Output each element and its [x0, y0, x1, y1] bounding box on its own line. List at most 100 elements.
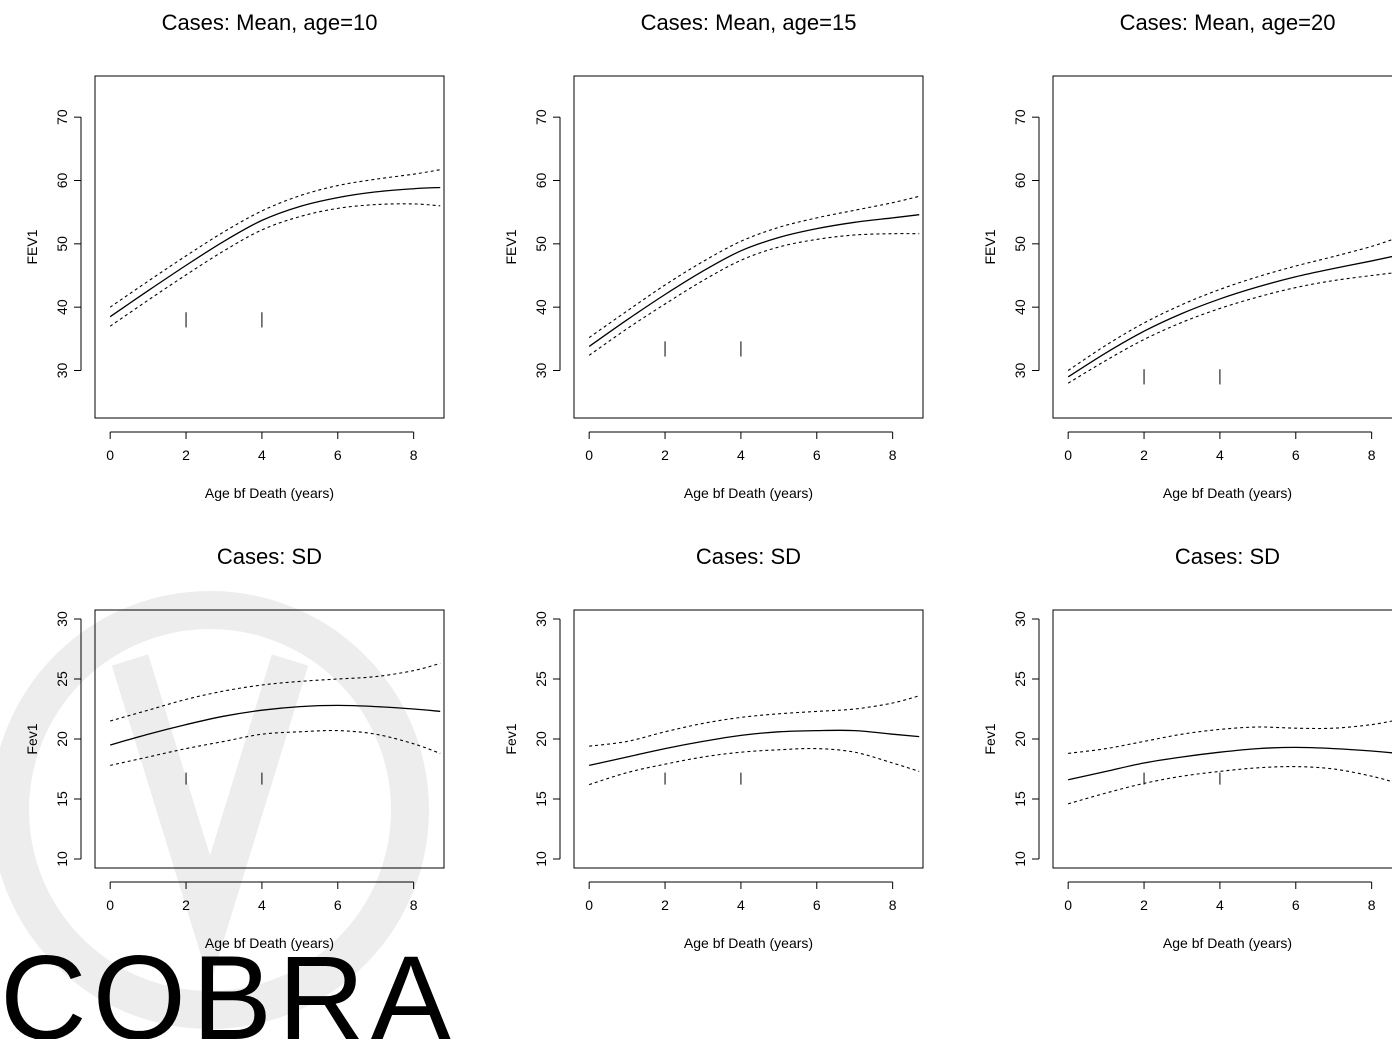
x-tick-label: 2: [182, 897, 190, 913]
lower-band-line: [109, 203, 441, 327]
y-tick-label: 70: [54, 109, 70, 125]
x-tick-label: 0: [585, 897, 593, 913]
estimate-line: [109, 704, 441, 746]
chart-title: Cases: SD: [1175, 544, 1280, 569]
y-tick-label: 60: [1012, 173, 1028, 189]
y-tick-label: 70: [533, 109, 549, 125]
x-tick-label: 2: [1140, 447, 1148, 463]
x-tick-label: 8: [410, 897, 418, 913]
y-tick-label: 25: [54, 671, 70, 687]
chart-panel-1: Cases: Mean, age=10 0 2 4 6 8 Age bf Death (ye…: [24, 10, 445, 501]
plot-frame: [1052, 75, 1392, 419]
x-tick-label: 6: [813, 447, 821, 463]
y-axis-label: Fev1: [503, 723, 519, 754]
y-tick-label: 10: [533, 851, 549, 867]
x-axis-label: Age bf Death (years): [1163, 485, 1292, 501]
x-tick-label: 0: [585, 447, 593, 463]
lower-band-line: [1068, 766, 1392, 805]
y-tick-label: 20: [533, 731, 549, 747]
y-tick-label: 30: [1012, 363, 1028, 379]
plot-frame: [573, 609, 924, 869]
y-tick-label: 40: [54, 299, 70, 315]
x-tick-label: 0: [106, 897, 114, 913]
x-tick-label: 0: [1064, 447, 1072, 463]
upper-band-line: [1067, 239, 1392, 371]
y-tick-label: 60: [533, 173, 549, 189]
chart-panel-4: Cases: SD 0 2 4 6 8 Age bf Death (years) 10 15 20…: [24, 544, 445, 951]
x-axis-label: Age bf Death (years): [1163, 935, 1292, 951]
y-axis-label: FEV1: [982, 229, 998, 264]
x-tick-label: 6: [1292, 447, 1300, 463]
x-tick-label: 8: [1368, 447, 1376, 463]
x-tick-label: 4: [737, 897, 745, 913]
upper-band-line: [109, 169, 441, 308]
x-tick-label: 0: [106, 447, 114, 463]
x-tick-label: 4: [258, 897, 266, 913]
y-tick-label: 20: [1012, 731, 1028, 747]
y-tick-label: 70: [1012, 109, 1028, 125]
lower-band-line: [1067, 272, 1392, 384]
y-tick-label: 50: [1012, 236, 1028, 252]
chart-panel-5: Cases: SD 0 2 4 6 8 Age bf Death (years) 10 15 20…: [503, 544, 924, 951]
plot-frame: [573, 75, 924, 419]
y-tick-label: 15: [533, 791, 549, 807]
plot-frame: [94, 609, 445, 869]
x-tick-label: 8: [889, 447, 897, 463]
y-tick-label: 50: [533, 236, 549, 252]
y-tick-label: 30: [1012, 611, 1028, 627]
y-tick-label: 30: [533, 611, 549, 627]
y-tick-label: 60: [54, 173, 70, 189]
y-tick-label: 30: [533, 363, 549, 379]
upper-band-line: [1068, 720, 1392, 754]
estimate-line: [109, 186, 441, 318]
y-tick-label: 30: [54, 611, 70, 627]
y-tick-label: 20: [54, 731, 70, 747]
x-tick-label: 4: [1216, 897, 1224, 913]
y-tick-label: 40: [1012, 299, 1028, 315]
x-axis-label: Age bf Death (years): [205, 935, 334, 951]
chart-title: Cases: SD: [696, 544, 801, 569]
x-tick-label: 4: [1216, 447, 1224, 463]
y-tick-label: 40: [533, 299, 549, 315]
chart-title: Cases: Mean, age=10: [162, 10, 378, 35]
upper-band-line: [588, 195, 920, 339]
chart-panel-3: Cases: Mean, age=20 0 2 4 6 8 Age bf Death (ye…: [982, 10, 1392, 501]
lower-band-line: [110, 729, 441, 766]
chart-panel-2: Cases: Mean, age=15 0 2 4 6 8 Age bf Death (ye…: [503, 10, 924, 501]
chart-title: Cases: Mean, age=20: [1120, 10, 1336, 35]
chart-title: Cases: Mean, age=15: [641, 10, 857, 35]
y-tick-label: 10: [1012, 851, 1028, 867]
x-tick-label: 6: [813, 897, 821, 913]
y-tick-label: 15: [54, 791, 70, 807]
x-tick-label: 4: [258, 447, 266, 463]
y-tick-label: 25: [1012, 671, 1028, 687]
x-tick-label: 6: [334, 447, 342, 463]
upper-band-line: [110, 662, 441, 722]
estimate-line: [1068, 746, 1392, 781]
y-tick-label: 25: [533, 671, 549, 687]
estimate-line: [1067, 255, 1392, 378]
y-tick-label: 50: [54, 236, 70, 252]
lower-band-line: [588, 233, 920, 356]
estimate-line: [589, 729, 920, 767]
x-axis-label: Age bf Death (years): [205, 485, 334, 501]
plot-frame: [94, 75, 445, 419]
x-tick-label: 4: [737, 447, 745, 463]
y-axis-label: FEV1: [503, 229, 519, 264]
y-tick-label: 30: [54, 363, 70, 379]
chart-title: Cases: SD: [217, 544, 322, 569]
x-tick-label: 8: [1368, 897, 1376, 913]
y-axis-label: Fev1: [24, 723, 40, 754]
x-axis-label: Age bf Death (years): [684, 485, 813, 501]
x-tick-label: 6: [334, 897, 342, 913]
x-axis-label: Age bf Death (years): [684, 935, 813, 951]
estimate-line: [588, 214, 920, 347]
y-axis-label: FEV1: [24, 229, 40, 264]
x-tick-label: 2: [661, 897, 669, 913]
chart-panel-6: Cases: SD 0 2 4 6 8 Age bf Death (years) 10 15 20…: [982, 544, 1392, 951]
y-tick-label: 10: [54, 851, 70, 867]
y-tick-label: 15: [1012, 791, 1028, 807]
x-tick-label: 0: [1064, 897, 1072, 913]
y-axis-label: Fev1: [982, 723, 998, 754]
x-tick-label: 6: [1292, 897, 1300, 913]
